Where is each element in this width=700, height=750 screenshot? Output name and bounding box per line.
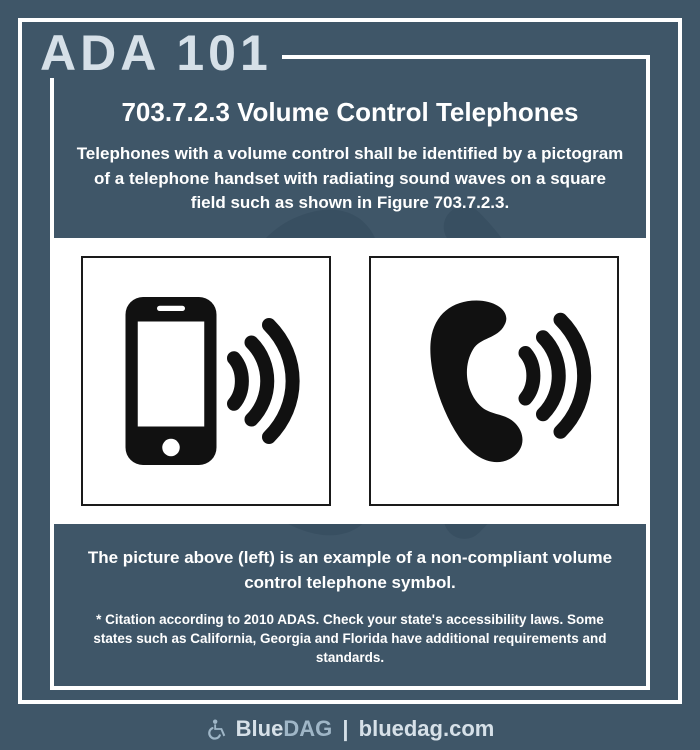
figure-strip [54,238,646,524]
figure-caption: The picture above (left) is an example o… [54,524,646,603]
page-title: ADA 101 [40,28,272,78]
footer-brand: BlueDAG | bluedag.com [0,716,700,742]
regulation-body: Telephones with a volume control shall b… [76,142,624,216]
brand-url: bluedag.com [359,716,495,741]
brand-primary: Blue [236,716,284,741]
figure-compliant [369,256,619,506]
figure-noncompliant [81,256,331,506]
citation-footnote: * Citation according to 2010 ADAS. Check… [54,603,646,684]
wheelchair-icon [206,718,228,740]
regulation-section: 703.7.2.3 Volume Control Telephones Tele… [54,59,646,238]
brand-separator: | [342,716,348,741]
regulation-title: 703.7.2.3 Volume Control Telephones [76,97,624,128]
infographic-card: ADA 101 703.7.2.3 Volume Control Telepho… [0,0,700,750]
smartphone-sound-icon [101,276,311,486]
handset-sound-icon [389,276,599,486]
brand-accent: DAG [283,716,332,741]
content-frame: 703.7.2.3 Volume Control Telephones Tele… [50,55,650,690]
header: ADA 101 [30,28,282,78]
